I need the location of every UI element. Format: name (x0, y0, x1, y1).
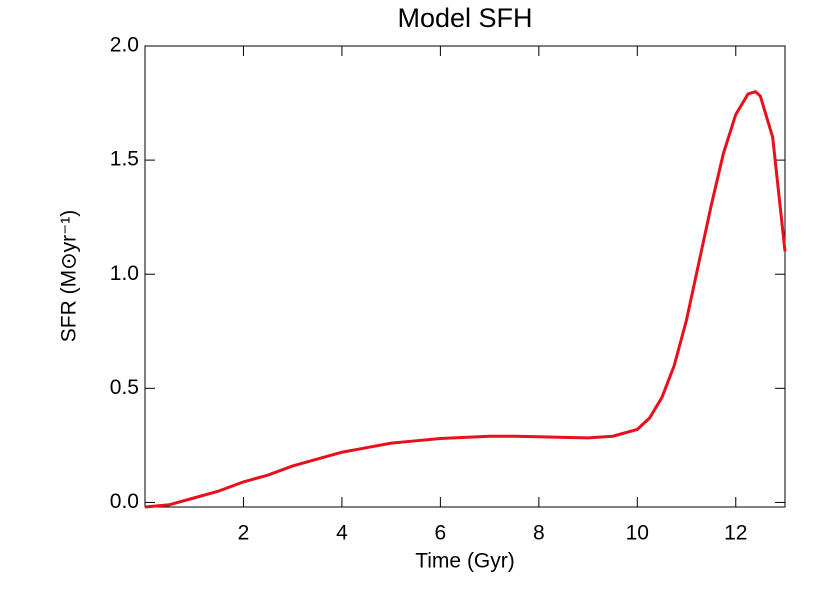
x-tick-label: 6 (435, 522, 447, 545)
plot-frame (144, 45, 786, 508)
chart-title: Model SFH (397, 3, 532, 33)
y-axis-label: SFR (M⊙yr⁻¹) (58, 210, 81, 342)
y-tick-label: 1.0 (110, 262, 139, 285)
x-tick-label: 2 (238, 522, 250, 545)
x-tick-label: 10 (626, 522, 649, 545)
y-tick-label: 1.5 (110, 148, 139, 171)
line-series (144, 90, 787, 509)
x-tick-label: 12 (724, 522, 747, 545)
y-tick-label: 0.0 (110, 490, 139, 513)
x-tick-label: 4 (336, 522, 348, 545)
x-axis-label: Time (Gyr) (415, 550, 515, 573)
y-tick-label: 0.5 (110, 376, 139, 399)
y-tick-label: 2.0 (110, 34, 139, 57)
x-tick-label: 8 (533, 522, 545, 545)
